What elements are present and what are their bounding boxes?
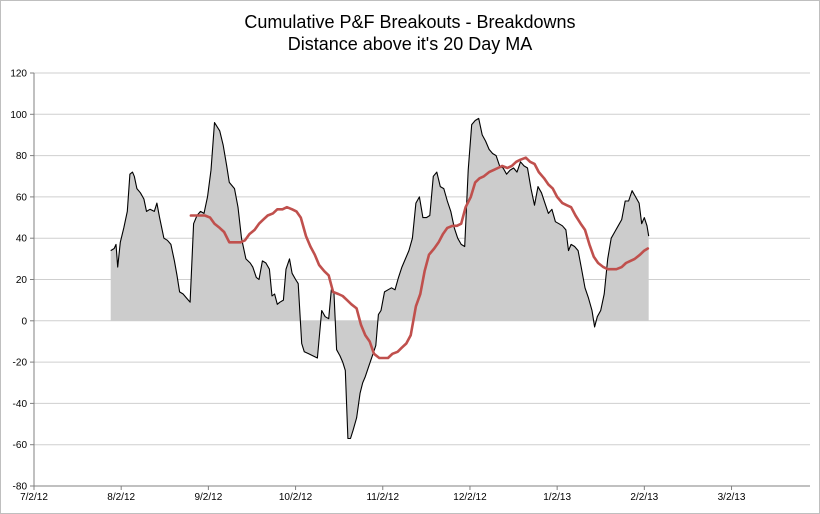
y-tick-label: 0 [21, 316, 27, 327]
x-tick-label: 2/2/13 [630, 492, 658, 503]
y-tick-label: 40 [16, 234, 28, 245]
chart-title: Cumulative P&F Breakouts - Breakdowns Di… [0, 11, 820, 55]
series-layer [110, 117, 650, 440]
x-tick-label: 11/2/12 [366, 492, 399, 503]
chart-title-line-1: Cumulative P&F Breakouts - Breakdowns [244, 12, 576, 32]
y-tick-label: -40 [13, 399, 28, 410]
x-tick-label: 8/2/12 [107, 492, 135, 503]
x-axis-ticks: 7/2/12 8/2/12 9/2/12 10/2/12 11/2/12 12/2/12 1… [20, 492, 746, 503]
series-line-20-day-ma [189, 156, 650, 360]
y-axis-ticks: 120 100 80 60 40 20 0 -20 -40 -60 -80 [10, 69, 27, 493]
x-tick-label: 12/2/12 [453, 492, 487, 503]
x-tick-label: 1/2/13 [543, 492, 571, 503]
y-tick-label: 120 [10, 69, 27, 80]
y-tick-label: -80 [13, 482, 28, 493]
y-tick-label: 100 [10, 110, 27, 121]
series-area-fill [110, 118, 649, 439]
axes [30, 72, 810, 490]
x-tick-label: 3/2/13 [718, 492, 746, 503]
y-tick-label: 80 [16, 151, 28, 162]
y-tick-label: 60 [16, 192, 28, 203]
y-tick-label: -20 [13, 358, 28, 369]
x-tick-label: 9/2/12 [194, 492, 222, 503]
y-tick-label: 20 [16, 275, 28, 286]
y-tick-label: -60 [13, 440, 28, 451]
x-tick-label: 10/2/12 [279, 492, 313, 503]
x-tick-label: 7/2/12 [20, 492, 48, 503]
chart-title-line-2: Distance above it's 20 Day MA [287, 34, 533, 54]
